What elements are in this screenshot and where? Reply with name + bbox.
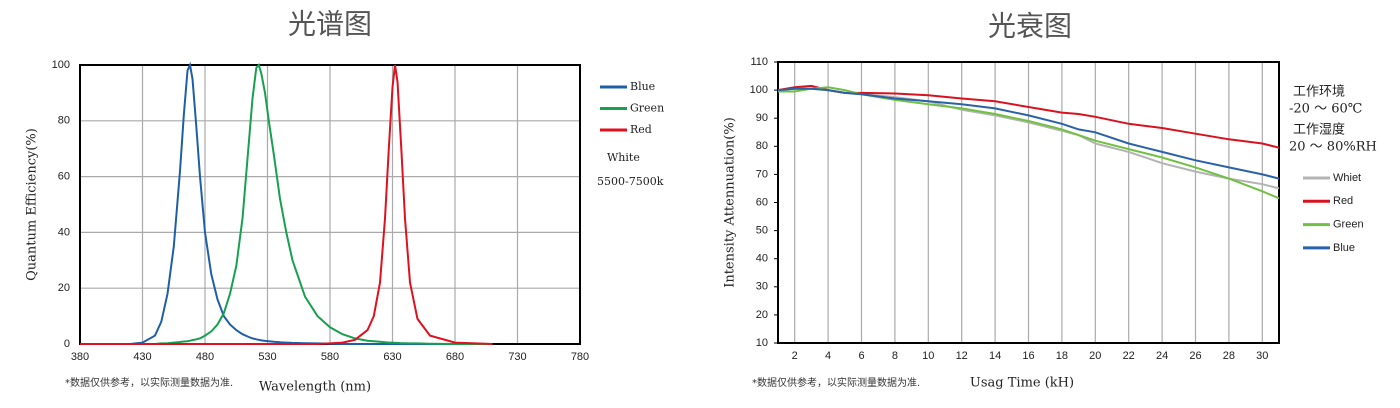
x-tick-label: 8 <box>892 350 898 362</box>
chart-title: 光衰图 <box>988 10 1072 43</box>
y-tick-label: 50 <box>756 225 768 237</box>
x-tick-label: 30 <box>1256 350 1268 362</box>
x-tick-label: 580 <box>321 351 339 363</box>
x-tick-label: 530 <box>258 351 276 363</box>
y-tick-label: 90 <box>756 112 768 124</box>
x-tick-label: 28 <box>1223 350 1235 362</box>
x-tick-label: 16 <box>1022 350 1034 362</box>
y-tick-label: 80 <box>756 140 768 152</box>
x-tick-label: 630 <box>383 351 401 363</box>
chart-title: 光谱图 <box>288 8 372 41</box>
series-line <box>80 61 493 345</box>
plot-frame <box>777 61 1280 344</box>
x-tick-label: 10 <box>922 350 934 362</box>
y-axis-label: Quantum Efficiency(%) <box>25 128 40 281</box>
x-tick-label: 18 <box>1056 350 1068 362</box>
y-tick-label: 20 <box>58 282 70 294</box>
y-tick-label: 70 <box>756 168 768 180</box>
y-tick-label: 100 <box>52 59 70 71</box>
x-tick-label: 4 <box>825 350 831 362</box>
x-axis-label: Wavelength (nm) <box>259 380 371 395</box>
x-tick-label: 12 <box>956 350 968 362</box>
series-line <box>80 64 493 345</box>
y-tick-label: 20 <box>756 309 768 321</box>
series-line <box>778 86 1280 200</box>
x-axis-label: Usag Time (kH) <box>970 376 1074 391</box>
annotation: 5500-7500k <box>597 175 664 188</box>
series-line <box>777 87 1280 180</box>
y-tick-label: 100 <box>750 84 768 96</box>
y-tick-label: 10 <box>756 337 768 349</box>
legend-label: Green <box>630 102 664 115</box>
y-axis-label: Intensity Attennuation(%) <box>723 117 738 288</box>
x-tick-label: 680 <box>446 351 464 363</box>
y-tick-label: 60 <box>756 196 768 208</box>
legend-label: Red <box>1333 195 1353 207</box>
y-tick-label: 0 <box>64 338 70 350</box>
series-line <box>80 62 493 345</box>
x-tick-label: 730 <box>508 351 526 363</box>
legend-label: Blue <box>1333 242 1355 254</box>
legend-label: Whiet <box>1333 172 1361 184</box>
x-tick-label: 24 <box>1156 350 1168 362</box>
y-tick-label: 60 <box>58 171 70 183</box>
footnote: *数据仅供参考，以实际测量数据为准. <box>752 376 920 389</box>
annotation: -20 ～ 60℃ <box>1289 102 1362 117</box>
y-tick-label: 40 <box>58 226 70 238</box>
annotation: 工作环境 <box>1293 85 1345 100</box>
x-tick-label: 22 <box>1123 350 1135 362</box>
y-tick-label: 30 <box>756 281 768 293</box>
x-tick-label: 780 <box>571 351 589 363</box>
annotation: 工作湿度 <box>1293 122 1345 138</box>
x-tick-label: 2 <box>792 350 798 362</box>
y-tick-label: 40 <box>756 253 768 265</box>
x-tick-label: 380 <box>71 351 89 363</box>
legend-label: Blue <box>630 80 655 93</box>
x-tick-label: 26 <box>1189 350 1201 362</box>
x-tick-label: 20 <box>1089 350 1101 362</box>
legend-label: Red <box>630 123 652 136</box>
x-tick-label: 480 <box>196 351 214 363</box>
legend-label: Green <box>1333 219 1364 231</box>
y-tick-label: 80 <box>58 115 70 127</box>
annotation: 20 ～ 80%RH <box>1289 140 1377 155</box>
annotation: White <box>607 151 640 164</box>
x-tick-label: 430 <box>133 351 151 363</box>
y-tick-label: 110 <box>750 56 768 68</box>
x-tick-label: 14 <box>989 350 1001 362</box>
x-tick-label: 6 <box>858 350 864 362</box>
footnote: *数据仅供参考，以实际测量数据为准. <box>65 376 233 389</box>
